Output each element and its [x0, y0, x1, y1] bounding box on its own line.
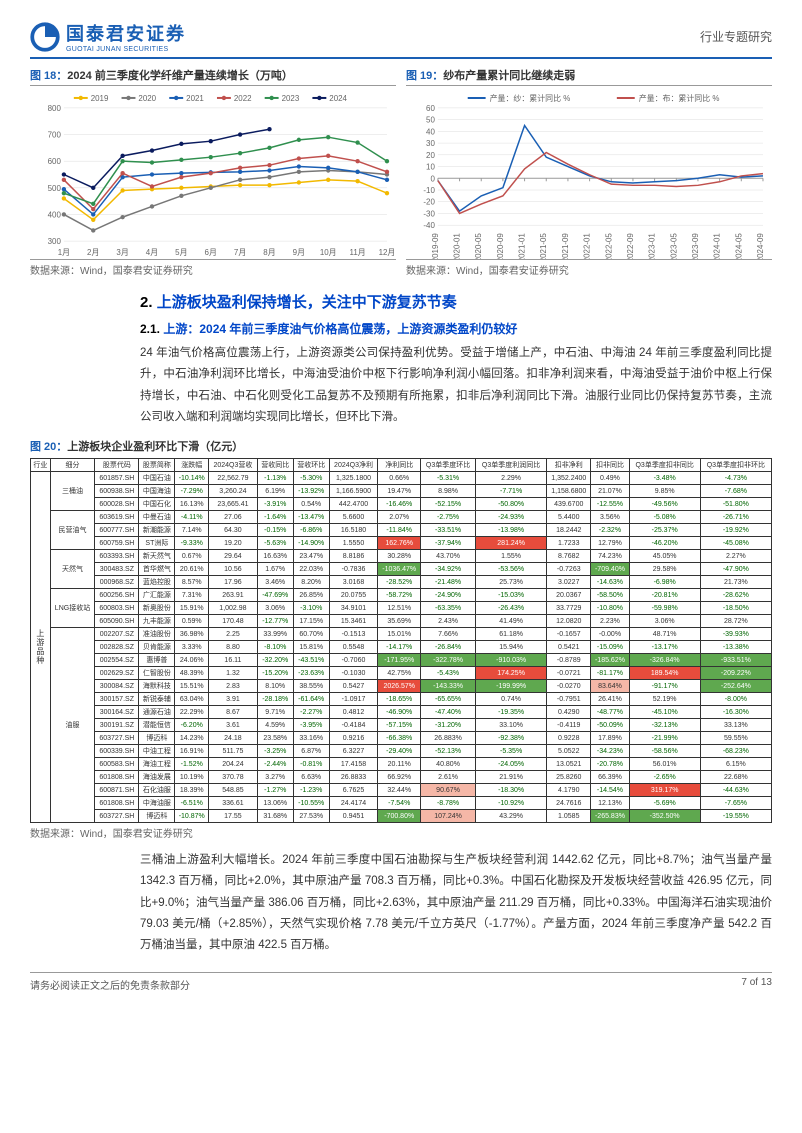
section-2-1-heading: 2.1. 上游：2024 年前三季度油气价格高位震荡，上游资源类盈利仍较好 — [140, 320, 772, 337]
svg-text:2020-09: 2020-09 — [496, 233, 505, 259]
svg-text:50: 50 — [426, 116, 435, 125]
svg-text:2019-09: 2019-09 — [431, 233, 440, 259]
svg-text:2020-05: 2020-05 — [474, 233, 483, 259]
svg-text:600: 600 — [48, 157, 62, 166]
logo-cn: 国泰君安证券 — [66, 20, 186, 46]
fig18-source: 数据来源：Wind，国泰君安证券研究 — [30, 262, 396, 277]
svg-text:400: 400 — [48, 210, 62, 219]
fig19-title: 图 19：纱布产量累计同比继续走弱 — [406, 67, 772, 86]
svg-text:产量：布：累计同比 %: 产量：布：累计同比 % — [639, 93, 720, 103]
svg-text:8月: 8月 — [263, 248, 275, 257]
svg-text:2024: 2024 — [329, 94, 347, 103]
svg-text:300: 300 — [48, 237, 62, 246]
svg-text:5月: 5月 — [175, 248, 187, 257]
svg-text:2023: 2023 — [282, 94, 300, 103]
svg-text:2021-09: 2021-09 — [561, 233, 570, 259]
svg-text:2020: 2020 — [138, 94, 156, 103]
svg-text:2021-05: 2021-05 — [539, 233, 548, 259]
fig19-source: 数据来源：Wind，国泰君安证券研究 — [406, 262, 772, 277]
svg-text:4月: 4月 — [146, 248, 158, 257]
svg-text:2024-09: 2024-09 — [756, 233, 765, 259]
svg-text:6月: 6月 — [205, 248, 217, 257]
svg-text:2019: 2019 — [91, 94, 109, 103]
svg-text:2023-01: 2023-01 — [648, 233, 657, 259]
svg-text:2022-09: 2022-09 — [626, 233, 635, 259]
svg-text:2024-01: 2024-01 — [713, 233, 722, 259]
svg-text:3月: 3月 — [116, 248, 128, 257]
svg-text:800: 800 — [48, 104, 62, 113]
svg-text:2020-01: 2020-01 — [453, 233, 462, 259]
svg-text:2022-05: 2022-05 — [604, 233, 613, 259]
svg-text:10月: 10月 — [320, 248, 337, 257]
svg-text:-10: -10 — [423, 186, 435, 195]
svg-text:7月: 7月 — [234, 248, 246, 257]
svg-text:2024-05: 2024-05 — [734, 233, 743, 259]
section-2-heading: 2. 上游板块盈利保持增长，关注中下游复苏节奏 — [140, 291, 772, 312]
svg-text:60: 60 — [426, 104, 435, 113]
fig18-title: 图 18：2024 前三季度化学纤维产量连续增长（万吨） — [30, 67, 396, 86]
paragraph-2: 三桶油上游盈利大幅增长。2024 年前三季度中国石油勘探与生产板块经营利润 14… — [140, 850, 772, 956]
svg-text:产量：纱：累计同比 %: 产量：纱：累计同比 % — [490, 93, 571, 103]
svg-text:12月: 12月 — [379, 248, 396, 257]
svg-text:-30: -30 — [423, 209, 435, 218]
page-footer: 请务必阅读正文之后的免责条款部分 7 of 13 — [30, 972, 772, 992]
svg-text:2022: 2022 — [234, 94, 252, 103]
svg-text:20: 20 — [426, 151, 435, 160]
logo-en: GUOTAI JUNAN SECURITIES — [66, 46, 186, 53]
footer-disclaimer: 请务必阅读正文之后的免责条款部分 — [30, 977, 190, 992]
footer-page: 7 of 13 — [741, 977, 772, 992]
svg-text:30: 30 — [426, 139, 435, 148]
svg-text:2021-01: 2021-01 — [518, 233, 527, 259]
fig20-table: 行业细分股票代码股票简称涨跌幅2024Q3营收营收同比营收环比2024Q3净利净… — [30, 458, 772, 823]
logo: 国泰君安证券 GUOTAI JUNAN SECURITIES — [30, 20, 186, 53]
svg-text:2022-01: 2022-01 — [583, 233, 592, 259]
svg-text:-20: -20 — [423, 198, 435, 207]
svg-text:700: 700 — [48, 131, 62, 140]
svg-text:2023-09: 2023-09 — [691, 233, 700, 259]
svg-text:2021: 2021 — [186, 94, 204, 103]
svg-text:10: 10 — [426, 163, 435, 172]
svg-text:40: 40 — [426, 127, 435, 136]
svg-text:9月: 9月 — [293, 248, 305, 257]
svg-text:1月: 1月 — [58, 248, 70, 257]
fig19-chart: -40 -30 -20 -10 0 10 20 30 40 50 60 2019-09 2020-01 2… — [406, 90, 772, 260]
fig18-chart: 300 400 500 600 700 800 1月 2月 3月 4月 5月 6月 7月 8月 9月 10月 1… — [30, 90, 396, 260]
doc-type: 行业专题研究 — [700, 28, 772, 45]
page-header: 国泰君安证券 GUOTAI JUNAN SECURITIES 行业专题研究 — [30, 20, 772, 59]
svg-text:2023-05: 2023-05 — [669, 233, 678, 259]
svg-text:0: 0 — [430, 174, 435, 183]
paragraph-1: 24 年油气价格高位震荡上行，上游资源类公司保持盈利优势。受益于增储上产，中石油… — [140, 343, 772, 428]
svg-text:11月: 11月 — [350, 248, 366, 257]
svg-text:2月: 2月 — [87, 248, 99, 257]
fig20-title: 图 20：上游板块企业盈利环比下滑（亿元） — [30, 438, 772, 454]
logo-icon — [30, 22, 60, 52]
svg-text:-40: -40 — [423, 221, 435, 230]
svg-text:500: 500 — [48, 184, 62, 193]
fig20-source: 数据来源：Wind，国泰君安证券研究 — [30, 825, 772, 840]
